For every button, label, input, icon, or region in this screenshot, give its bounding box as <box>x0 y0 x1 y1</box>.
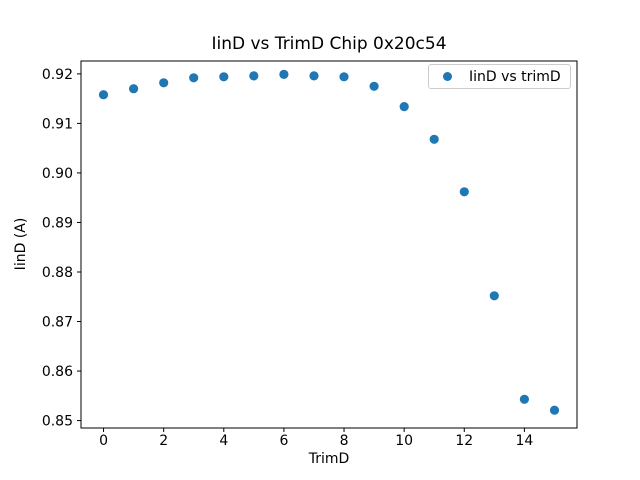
scatter-point <box>399 102 409 112</box>
scatter-point <box>519 394 530 404</box>
scatter-point <box>219 72 229 82</box>
x-tick-label: 2 <box>159 433 168 449</box>
x-tick-label: 12 <box>455 433 473 449</box>
y-tick-label: 0.88 <box>42 265 73 281</box>
scatter-point <box>159 78 169 88</box>
x-tick-label: 8 <box>340 433 349 449</box>
x-tick-label: 4 <box>219 433 228 449</box>
scatter-point <box>459 187 469 197</box>
legend-label: IinD vs trimD <box>469 68 561 85</box>
y-axis-label: IinD (A) <box>13 217 29 271</box>
scatter-point <box>339 72 349 82</box>
axes-frame <box>80 60 578 429</box>
y-tick-label: 0.87 <box>42 315 73 331</box>
scatter-point <box>98 90 109 100</box>
scatter-point <box>189 73 199 83</box>
scatter-point <box>369 81 379 91</box>
x-axis-label: TrimD <box>308 451 350 467</box>
y-tick-label: 0.91 <box>42 116 73 132</box>
scatter-point <box>129 84 139 94</box>
x-tick-label: 14 <box>515 433 533 449</box>
y-tick-label: 0.90 <box>42 166 73 182</box>
x-tick-label: 6 <box>279 433 288 449</box>
scatter-point <box>489 291 499 301</box>
y-tick-label: 0.85 <box>42 414 73 430</box>
y-tick-label: 0.92 <box>42 67 73 83</box>
x-tick-label: 10 <box>395 433 413 449</box>
scatter-point <box>309 71 319 81</box>
y-tick-label: 0.86 <box>42 364 73 380</box>
scatter-point <box>249 71 259 81</box>
chart-title: IinD vs TrimD Chip 0x20c54 <box>211 34 447 54</box>
legend-marker-icon <box>443 72 452 81</box>
x-tick-label: 0 <box>99 433 108 449</box>
scatter-point <box>549 405 560 415</box>
scatter-point <box>429 134 439 144</box>
y-tick-label: 0.89 <box>42 215 73 231</box>
scatter-point <box>279 69 289 79</box>
legend: IinD vs trimD <box>428 64 571 89</box>
